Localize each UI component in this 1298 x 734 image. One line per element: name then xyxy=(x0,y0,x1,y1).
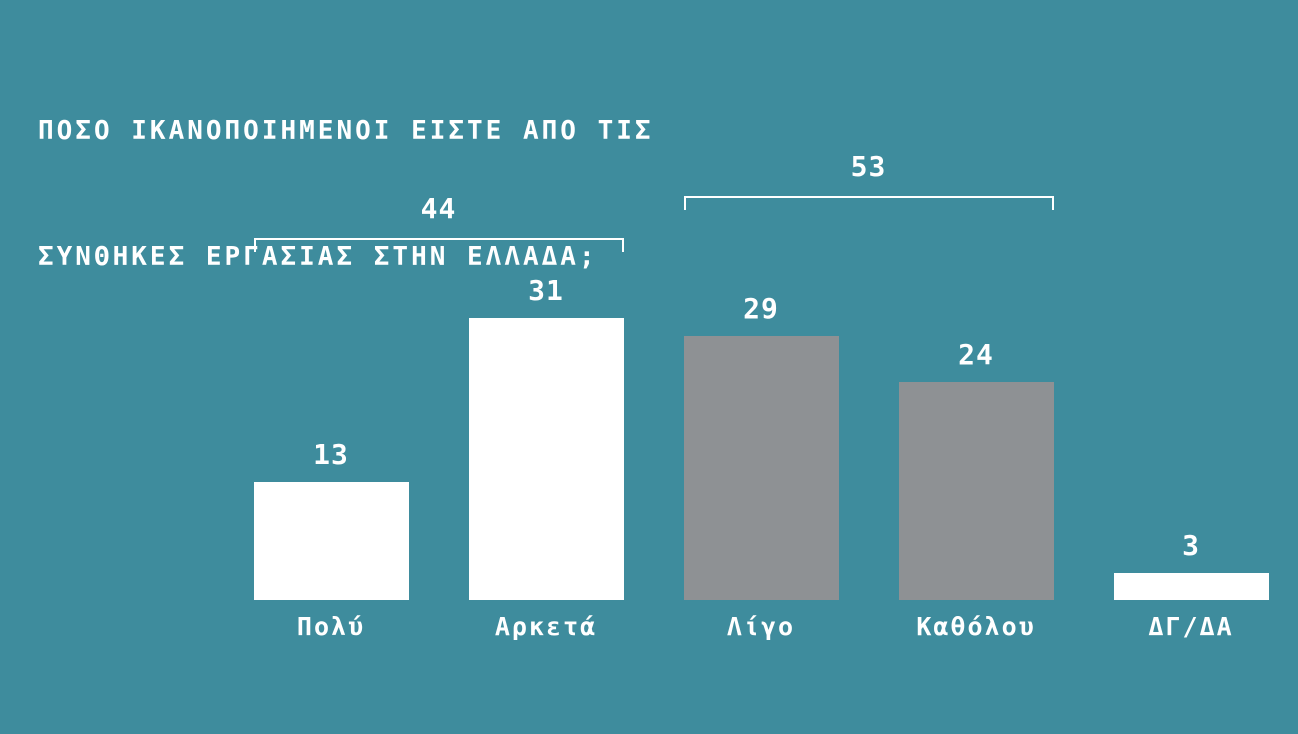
bar-Πολύ xyxy=(253,481,409,600)
bar-Καθόλου xyxy=(898,381,1054,600)
category-label: Καθόλου xyxy=(916,612,1036,641)
bar-ΔΓ/ΔΑ xyxy=(1113,572,1269,600)
category-label: Λίγο xyxy=(726,612,796,641)
bar-Λίγο xyxy=(683,336,839,600)
group-total-label: 53 xyxy=(850,150,887,183)
category-label: Αρκετά xyxy=(494,612,598,641)
bar-value-label: 13 xyxy=(313,437,349,471)
category-label: Πολύ xyxy=(296,612,366,641)
group-total-label: 44 xyxy=(420,192,457,225)
bar-value-label: 24 xyxy=(958,337,994,371)
chart-title-line-1: ΠΟΣΟ ΙΚΑΝΟΠΟΙΗΜΕΝΟΙ ΕΙΣΤΕ ΑΠΟ ΤΙΣ xyxy=(38,116,654,146)
chart-title-line-2: ΣΥΝΘΗΚΕΣ ΕΡΓΑΣΙΑΣ ΣΤΗΝ ΕΛΛΑΔΑ; xyxy=(38,242,598,272)
chart-title: ΠΟΣΟ ΙΚΑΝΟΠΟΙΗΜΕΝΟΙ ΕΙΣΤΕ ΑΠΟ ΤΙΣ ΣΥΝΘΗΚ… xyxy=(38,26,654,362)
category-label: ΔΓ/ΔΑ xyxy=(1148,612,1234,641)
group-bracket xyxy=(683,196,1054,210)
bar-value-label: 31 xyxy=(528,273,564,307)
bar-Αρκετά xyxy=(468,317,624,600)
group-bracket xyxy=(253,238,624,252)
bar-value-label: 29 xyxy=(743,292,779,326)
bar-value-label: 3 xyxy=(1182,528,1200,562)
